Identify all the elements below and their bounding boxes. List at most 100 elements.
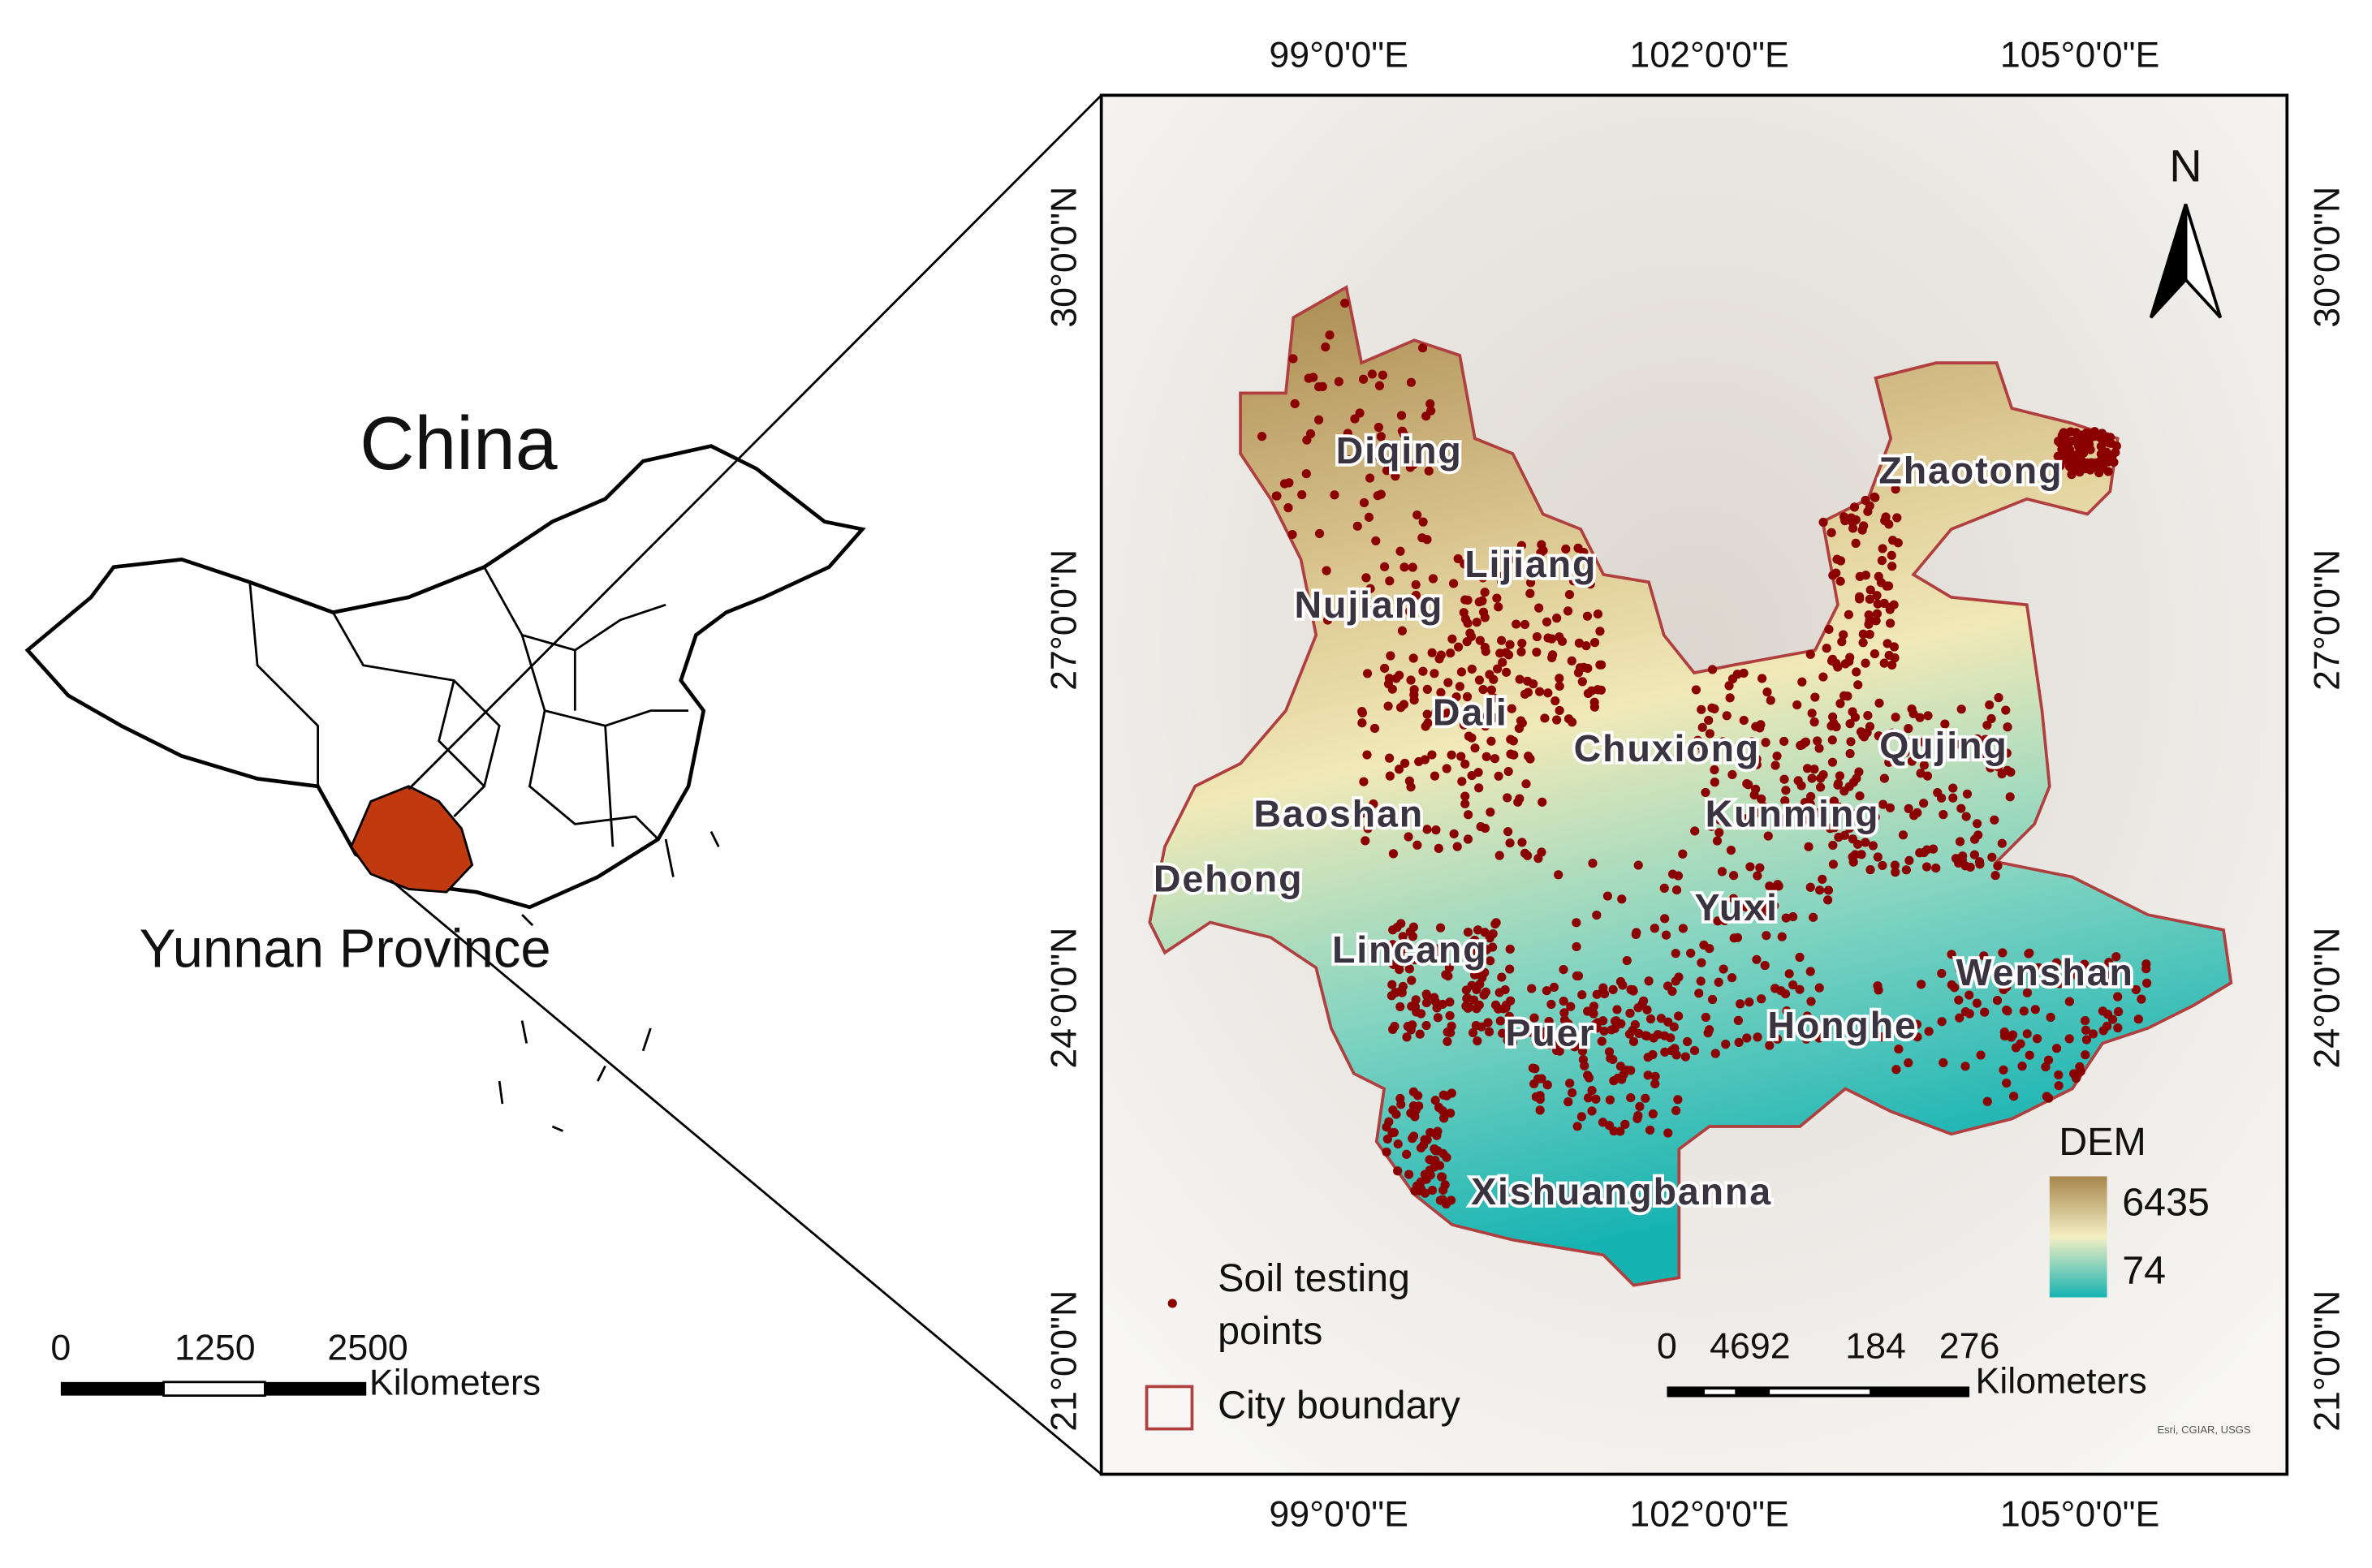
soil-point <box>2002 1078 2012 1088</box>
soil-point <box>1404 964 1414 974</box>
soil-point <box>1409 696 1419 705</box>
soil-point <box>1887 562 1897 571</box>
soil-point <box>2024 949 2033 958</box>
city-label: Dehong <box>1154 857 1303 899</box>
city-label: Lincang <box>1332 928 1488 971</box>
soil-point <box>1416 1184 1426 1194</box>
soil-point <box>1391 988 1401 997</box>
soil-point <box>1663 1128 1673 1138</box>
soil-point <box>1781 786 1791 795</box>
soil-point <box>1827 735 1837 745</box>
soil-point <box>1365 473 1375 483</box>
soil-point <box>1516 541 1527 550</box>
soil-point <box>1870 492 1879 502</box>
soil-point <box>1409 685 1419 695</box>
soil-point <box>1818 874 1827 884</box>
soil-point <box>1473 1036 1482 1046</box>
soil-point <box>1385 771 1395 781</box>
soil-point <box>1398 932 1408 941</box>
soil-point <box>1883 581 1894 591</box>
soil-point <box>1650 1071 1660 1081</box>
soil-point <box>1511 555 1520 565</box>
soil-point <box>1478 573 1488 583</box>
soil-point <box>1425 1155 1434 1165</box>
soil-point <box>1480 613 1490 622</box>
soil-point <box>1757 674 1767 683</box>
soil-point <box>1982 720 1992 730</box>
soil-point <box>1272 491 1282 501</box>
soil-point <box>1466 631 1477 641</box>
soil-point <box>1964 990 1974 1000</box>
soil-point <box>1365 584 1375 593</box>
soil-point <box>1705 1025 1714 1035</box>
soil-point <box>1707 703 1717 713</box>
soil-point <box>1416 1143 1426 1153</box>
soil-points <box>1257 298 2152 1209</box>
soil-point <box>1552 1045 1562 1056</box>
soil-point <box>2054 1070 2064 1080</box>
soil-point <box>1855 594 1865 604</box>
soil-point <box>1471 1020 1481 1031</box>
soil-point <box>1604 1121 1615 1131</box>
soil-point <box>1404 832 1413 842</box>
soil-point <box>2054 1081 2064 1091</box>
soil-point <box>1886 618 1895 628</box>
soil-point <box>1395 546 1405 556</box>
soil-point <box>1479 713 1489 723</box>
soil-point <box>1554 870 1563 880</box>
soil-point <box>1463 834 1473 844</box>
soil-point <box>1528 1063 1537 1073</box>
soil-point <box>1599 989 1610 999</box>
soil-point <box>2043 1055 2054 1065</box>
soil-point <box>1481 945 1491 955</box>
soil-point <box>1357 706 1367 717</box>
soil-point <box>1525 754 1535 764</box>
soil-point <box>1846 737 1856 747</box>
soil-point <box>1427 648 1437 657</box>
soil-point <box>1797 677 1807 687</box>
soil-point <box>1448 705 1458 715</box>
soil-point <box>2142 978 2152 988</box>
soil-point <box>2106 438 2116 448</box>
city-label: Zhaotong <box>1878 449 2063 491</box>
soil-point <box>1373 491 1382 501</box>
soil-point <box>1818 672 1828 682</box>
soil-point <box>1369 799 1378 809</box>
soil-point <box>1430 997 1440 1006</box>
right-axis-label: 21°0'0"N <box>2307 1290 2347 1432</box>
soil-point <box>2005 792 2015 802</box>
soil-point <box>1979 951 1989 961</box>
scale-segment <box>1770 1389 1870 1394</box>
soil-point <box>1480 967 1490 977</box>
soil-point <box>1572 1122 1582 1131</box>
soil-point <box>1555 705 1564 716</box>
soil-point <box>1358 374 1369 384</box>
soil-point <box>1516 716 1526 726</box>
soil-point <box>1474 597 1484 607</box>
soil-point <box>1951 739 1961 749</box>
soil-point <box>1956 704 1966 714</box>
soil-point <box>1937 1017 1947 1027</box>
top-axis-label: 105°0'0"E <box>2000 36 2159 75</box>
soil-point <box>1689 1045 1700 1056</box>
soil-point <box>1431 825 1441 835</box>
soil-point <box>1727 769 1737 780</box>
soil-point <box>1645 1125 1655 1135</box>
soil-point <box>1611 1016 1621 1026</box>
soil-point <box>1904 855 1914 865</box>
soil-point <box>1780 796 1790 806</box>
soil-point <box>1897 1018 1907 1027</box>
soil-point <box>1638 996 1649 1006</box>
soil-point <box>1865 629 1874 640</box>
soil-point <box>2102 1021 2112 1032</box>
soil-point <box>1888 536 1898 545</box>
soil-point <box>1525 560 1535 570</box>
soil-point <box>1464 571 1474 580</box>
soil-point <box>1872 591 1882 601</box>
soil-point <box>1980 1007 1990 1017</box>
soil-point <box>1389 1127 1399 1138</box>
soil-point <box>1670 1044 1680 1053</box>
soil-point <box>1649 1033 1658 1043</box>
soil-point <box>1840 516 1850 526</box>
